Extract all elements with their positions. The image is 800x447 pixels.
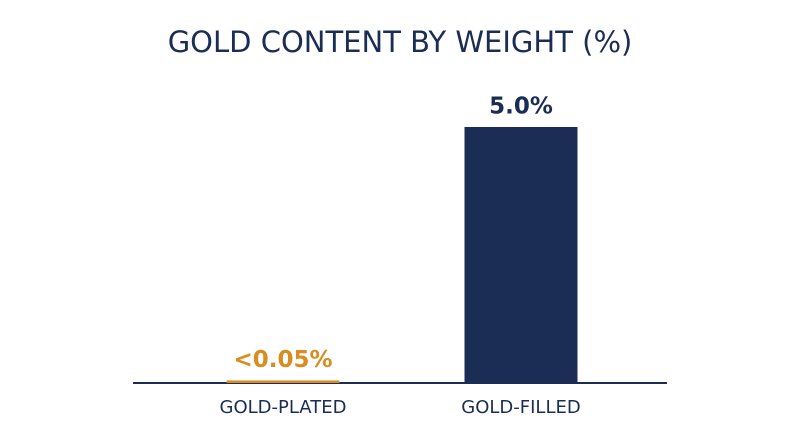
value-label: <0.05% [233,347,332,373]
x-tick-label: GOLD-FILLED [461,397,580,418]
bar [464,127,578,383]
chart-title: GOLD CONTENT BY WEIGHT (%) [168,25,633,59]
value-label: 5.0% [489,94,553,120]
bar [226,380,340,383]
x-tick-label: GOLD-PLATED [220,397,347,418]
